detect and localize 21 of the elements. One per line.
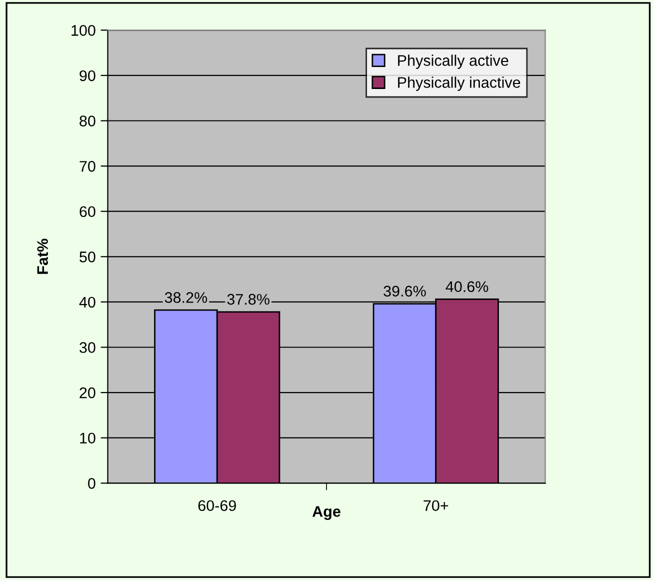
legend-label: Physically active	[398, 54, 508, 69]
y-axis-title: Fat%	[37, 238, 48, 274]
y-tick-label: 30	[80, 342, 96, 353]
y-tick-label: 70	[80, 160, 96, 172]
y-tick-label: 10	[80, 432, 96, 444]
y-tick-label: 50	[80, 252, 96, 262]
y-tick-label: 40	[79, 296, 96, 308]
y-tick-label: 90	[80, 70, 96, 82]
data-label: 40.6%	[446, 281, 488, 292]
y-tick-label: 0	[88, 478, 96, 489]
legend-label: Physically inactive	[398, 76, 520, 91]
x-tick-label: 60-69	[198, 500, 236, 512]
x-tick-label: 70+	[424, 500, 448, 512]
y-tick-label: 60	[80, 206, 96, 218]
data-label: 38.2%	[164, 292, 208, 303]
y-tick-label: 20	[80, 387, 96, 398]
data-label: 39.6%	[384, 286, 426, 297]
x-axis-title: Age	[312, 506, 340, 520]
y-tick-label: 100	[72, 25, 96, 36]
data-label: 37.8%	[227, 294, 270, 305]
y-tick-label: 80	[80, 116, 96, 126]
